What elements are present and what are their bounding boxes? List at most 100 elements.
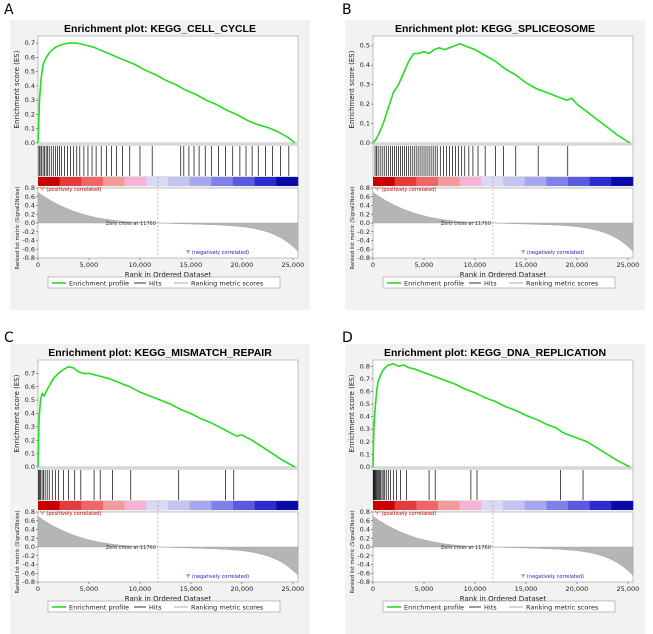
ranked-metric-area — [372, 192, 634, 252]
x-tick-label: 5,000 — [80, 261, 99, 269]
x-tick-label: 20,000 — [231, 261, 254, 269]
negative-correlated-label: 'f' (negatively correlated) — [186, 574, 249, 580]
hits-frame — [37, 144, 299, 178]
rank-color-segment — [59, 501, 82, 510]
hits-frame — [372, 468, 634, 502]
es-y-tick-label: 0.5 — [360, 42, 370, 50]
x-tick-label: 25,000 — [282, 585, 305, 593]
ranked-metric-area — [37, 192, 299, 252]
rank-color-segment — [233, 501, 255, 510]
metric-y-tick-label: -0.6 — [357, 245, 370, 253]
enrichment-profile-line — [372, 42, 631, 144]
rank-color-segment — [481, 501, 504, 510]
hits-frame — [37, 468, 299, 502]
es-y-tick-label: 0.3 — [25, 423, 35, 431]
rank-color-segment — [373, 501, 395, 510]
metric-y-tick-label: -0.2 — [22, 228, 35, 236]
rank-color-segment — [416, 501, 439, 510]
negative-correlated-label: 'f' (negatively correlated) — [521, 574, 584, 580]
es-y-tick-label: 0.3 — [360, 81, 370, 89]
rank-color-segment — [254, 177, 277, 186]
x-axis-label: Rank in Ordered Dataset — [125, 271, 212, 279]
es-y-tick-label: 0.3 — [25, 96, 35, 104]
es-y-tick-label: 0.0 — [360, 139, 370, 147]
metric-y-tick-label: 0.0 — [360, 219, 370, 227]
es-y-tick-label: 0.7 — [25, 369, 35, 377]
rank-color-segment — [546, 177, 569, 186]
metric-y-tick-label: 0.4 — [25, 526, 35, 534]
x-tick-label: 5,000 — [415, 261, 434, 269]
rank-color-segment — [589, 501, 612, 510]
gsea-chart-svg: Enrichment plot: KEGG_SPLICEOSOME 0.0 0.1 0… — [348, 23, 639, 289]
x-tick-label: 15,000 — [515, 585, 538, 593]
es-y-tick-label: 0.4 — [25, 82, 35, 90]
rank-color-segment — [503, 177, 525, 186]
rank-color-segment — [276, 177, 299, 186]
metric-y-tick-label: 0.8 — [360, 508, 370, 516]
enrichment-profile-line — [37, 42, 296, 144]
chart-title: Enrichment plot: KEGG_DNA_REPLICATION — [384, 347, 606, 359]
positive-correlated-label: 'r' (positively correlated) — [40, 187, 101, 193]
es-y-axis-label: Enrichment score (ES) — [13, 374, 21, 452]
rank-color-segment — [524, 501, 547, 510]
es-y-tick-label: 0.4 — [360, 61, 370, 69]
metric-y-tick-label: -0.4 — [22, 561, 35, 569]
x-tick-label: 20,000 — [566, 261, 589, 269]
x-tick-label: 25,000 — [282, 261, 305, 269]
metric-y-tick-label: -0.2 — [357, 228, 370, 236]
es-y-tick-label: 0.0 — [25, 139, 35, 147]
es-y-tick-label: 0.2 — [25, 436, 35, 444]
es-y-tick-label: 0.2 — [360, 438, 370, 446]
gsea-chart-svg: Enrichment plot: KEGG_MISMATCH_REPAIR 0.0… — [13, 347, 305, 613]
legend-metric-label: Ranking metric scores — [191, 603, 264, 611]
negative-correlated-label: 'f' (negatively correlated) — [521, 250, 584, 256]
rank-color-segment — [81, 501, 104, 510]
rank-color-segment — [611, 501, 634, 510]
x-tick-label: 20,000 — [231, 585, 254, 593]
x-tick-label: 0 — [371, 585, 375, 593]
metric-y-axis-label: Ranked list metric (Signal2Noise) — [350, 186, 356, 269]
x-tick-label: 5,000 — [80, 585, 99, 593]
panel-label-d: D — [342, 330, 353, 346]
rank-color-segment — [146, 501, 169, 510]
zero-cross-label: Zero cross at 11760 — [441, 545, 491, 551]
es-y-tick-label: 0.2 — [25, 110, 35, 118]
legend-profile-label: Enrichment profile — [404, 603, 464, 611]
metric-y-tick-label: 0.0 — [25, 543, 35, 551]
chart-title: Enrichment plot: KEGG_MISMATCH_REPAIR — [48, 347, 272, 359]
metric-y-tick-label: -0.8 — [22, 254, 35, 262]
es-y-axis-label: Enrichment score (ES) — [348, 50, 356, 128]
metric-y-tick-label: 0.8 — [25, 508, 35, 516]
metric-y-tick-label: 0.2 — [360, 534, 370, 542]
gsea-panel-d: Enrichment plot: KEGG_DNA_REPLICATION 0.0… — [345, 344, 645, 634]
rank-color-segment — [254, 501, 277, 510]
es-y-axis-label: Enrichment score (ES) — [13, 50, 21, 128]
es-y-tick-label: 0.5 — [25, 396, 35, 404]
chart-title: Enrichment plot: KEGG_SPLICEOSOME — [395, 23, 595, 35]
zero-cross-label: Zero cross at 11760 — [106, 221, 156, 227]
rank-color-segment — [38, 177, 60, 186]
ranked-metric-area — [37, 516, 299, 576]
es-y-tick-label: 0.6 — [25, 53, 35, 61]
legend-metric-label: Ranking metric scores — [191, 279, 264, 287]
legend-hits-label: Hits — [149, 603, 162, 611]
es-y-axis-label: Enrichment score (ES) — [348, 374, 356, 452]
x-tick-label: 0 — [371, 261, 375, 269]
x-tick-label: 10,000 — [464, 585, 487, 593]
metric-y-tick-label: -0.2 — [357, 552, 370, 560]
metric-y-tick-label: 0.0 — [25, 219, 35, 227]
es-y-tick-label: 0.1 — [360, 450, 370, 458]
legend-hits-label: Hits — [484, 603, 497, 611]
es-y-tick-label: 0.5 — [360, 400, 370, 408]
metric-y-tick-label: 0.8 — [360, 184, 370, 192]
legend-metric-label: Ranking metric scores — [526, 279, 599, 287]
negative-correlated-label: 'f' (negatively correlated) — [186, 250, 249, 256]
positive-correlated-label: 'r' (positively correlated) — [375, 511, 436, 517]
rank-color-segment — [546, 501, 569, 510]
rank-color-segment — [146, 177, 169, 186]
rank-color-segment — [394, 501, 417, 510]
x-tick-label: 0 — [36, 261, 40, 269]
metric-y-axis-label: Ranked list metric (Signal2Noise) — [350, 510, 356, 593]
metric-y-tick-label: -0.4 — [22, 237, 35, 245]
x-tick-label: 10,000 — [464, 261, 487, 269]
